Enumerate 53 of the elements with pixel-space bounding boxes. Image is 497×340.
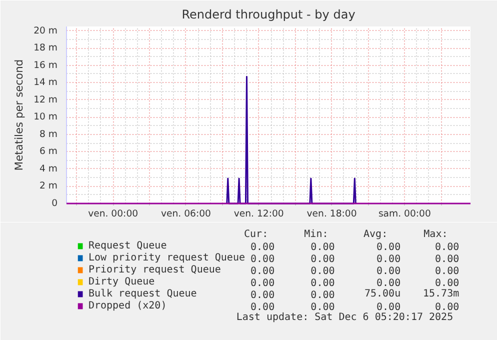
y-tick-label: 20 m (34, 25, 58, 36)
text: 0.00 (376, 278, 401, 290)
text: 0.00 (310, 242, 335, 254)
chart-title: Renderd throughput - by day (182, 8, 356, 22)
y-axis-title: Metatiles per second (12, 59, 26, 171)
text: 15.73m (422, 288, 460, 300)
legend-label: Bulk request Queue (88, 288, 197, 300)
text: 0.00 (310, 290, 335, 302)
text: 0.00 (435, 266, 460, 278)
y-tick-label: 14 m (34, 77, 58, 88)
y-tick-label: 4 m (40, 163, 58, 174)
y-tick-label: 18 m (34, 42, 58, 54)
text: 0.00 (435, 302, 460, 314)
x-tick-label: ven. 06:00 (160, 208, 212, 220)
text: Cur: (244, 229, 268, 240)
text: 0.00 (250, 278, 275, 290)
y-tick-label: 8 m (40, 128, 58, 140)
y-tick-label: 2 m (40, 180, 58, 192)
text: 0.00 (376, 266, 401, 278)
y-tick-label: 0 (52, 198, 58, 209)
text: 0.00 (250, 254, 275, 266)
legend-label: Priority request Queue (88, 264, 221, 276)
text: Max: (424, 229, 448, 240)
text: 0.00 (250, 242, 275, 254)
y-tick-label: 12 m (34, 94, 58, 106)
y-tick-label: 10 m (34, 112, 58, 123)
text: Last update: Sat Dec 6 05:20:17 2025 (236, 312, 454, 323)
legend-label: Dropped (x20) (88, 300, 167, 312)
legend-label: Request Queue (88, 240, 167, 252)
x-tick-label: sam. 00:00 (378, 208, 431, 220)
text: 0.00 (250, 290, 275, 302)
text: 0.00 (250, 302, 275, 314)
y-tick-label: 16 m (34, 60, 58, 71)
text: 0.00 (376, 254, 401, 266)
legend-label: Low priority request Queue (88, 252, 245, 264)
x-tick-label: ven. 00:00 (88, 208, 138, 220)
text: Avg: (364, 229, 388, 240)
text: 0.00 (435, 254, 460, 266)
text: 0.00 (250, 266, 275, 278)
text: 0.00 (310, 278, 335, 290)
text: 0.00 (310, 302, 335, 314)
text: 0.00 (435, 242, 460, 254)
legend-label: Dirty Queue (88, 276, 155, 288)
x-tick-label: ven. 18:00 (306, 208, 357, 220)
text: 0.00 (376, 242, 401, 254)
text: 0.00 (435, 278, 460, 290)
text: Min: (304, 229, 328, 240)
text: 0.00 (310, 266, 335, 278)
x-tick-label: ven. 12:00 (234, 208, 284, 220)
y-tick-label: 6 m (40, 146, 58, 158)
text: 75.00u (364, 288, 401, 300)
text: 0.00 (376, 302, 401, 314)
text: 0.00 (310, 254, 335, 266)
